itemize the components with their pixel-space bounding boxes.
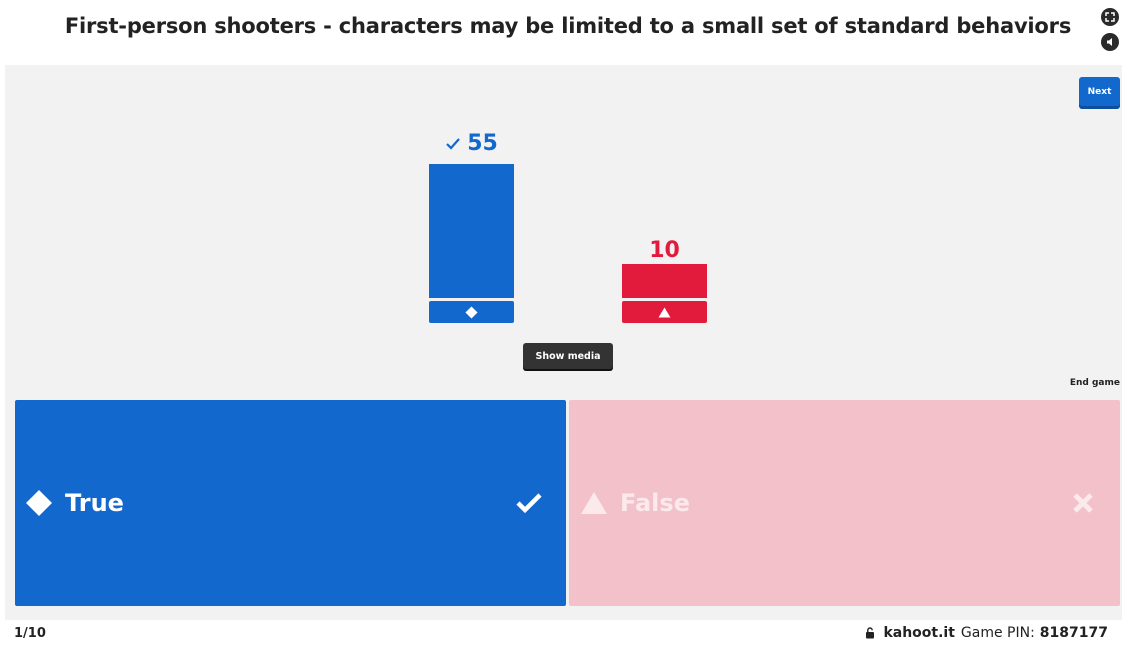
answer-true-label: True — [65, 489, 124, 517]
site-url: kahoot.it — [883, 625, 955, 641]
result-bar-true: 55 — [429, 131, 514, 324]
lock-icon — [866, 627, 875, 639]
result-bar-false: 10 — [622, 238, 707, 324]
result-count-true-value: 55 — [467, 131, 498, 156]
cross-icon — [1073, 493, 1093, 513]
answer-false[interactable]: False — [569, 400, 1120, 606]
result-count-false: 10 — [649, 238, 680, 263]
check-icon — [516, 493, 542, 514]
answer-false-label: False — [620, 489, 690, 517]
question-counter: 1/10 — [14, 626, 46, 641]
next-button[interactable]: Next — [1079, 77, 1120, 106]
game-pin-label: Game PIN: — [960, 625, 1035, 641]
question-header: First-person shooters - characters may b… — [0, 0, 1122, 64]
triangle-icon — [581, 492, 607, 514]
check-icon — [446, 138, 461, 150]
end-game-link[interactable]: End game — [1069, 378, 1120, 388]
answer-true[interactable]: True — [15, 400, 566, 606]
fullscreen-icon — [1105, 12, 1115, 22]
diamond-icon — [465, 305, 478, 319]
result-count-true: 55 — [429, 131, 514, 156]
results-stage: Next 55 10 Show media End game True — [5, 65, 1122, 620]
volume-button[interactable] — [1101, 33, 1119, 51]
show-media-button[interactable]: Show media — [523, 343, 613, 369]
triangle-icon — [658, 306, 671, 318]
result-bar-false-base — [622, 301, 707, 323]
result-bar-true-base — [429, 301, 514, 323]
fullscreen-button[interactable] — [1101, 8, 1119, 26]
question-title: First-person shooters - characters may b… — [64, 14, 1072, 38]
footer: 1/10 kahoot.it Game PIN: 8187177 — [0, 620, 1122, 648]
game-pin-area: kahoot.it Game PIN: 8187177 — [865, 625, 1108, 641]
result-bar-true-fill — [429, 164, 514, 298]
diamond-icon — [26, 490, 52, 516]
result-bar-false-fill — [622, 264, 707, 298]
volume-icon — [1107, 38, 1112, 46]
game-pin-value: 8187177 — [1039, 625, 1108, 641]
